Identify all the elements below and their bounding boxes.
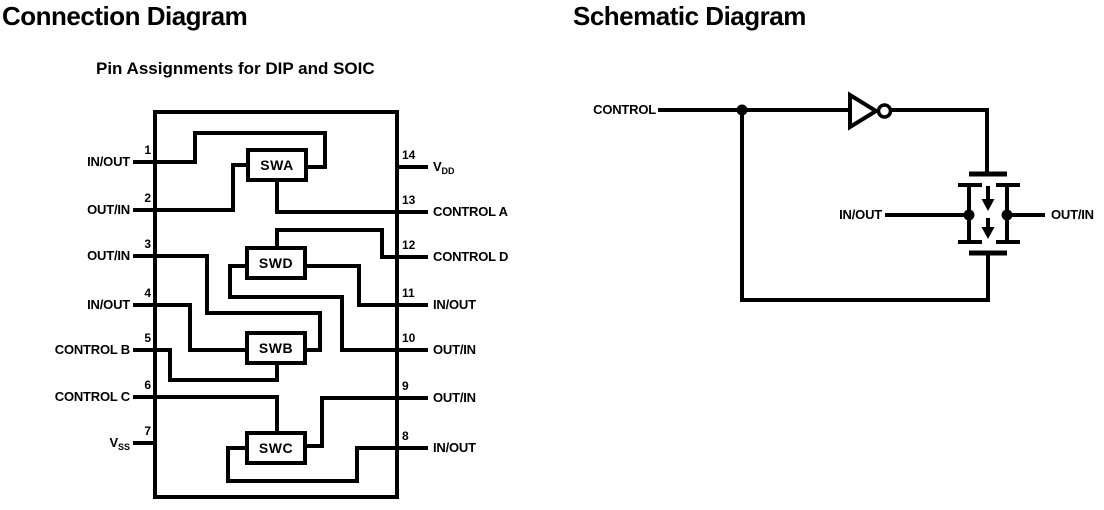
- wire-pin4-swb: [133, 303, 247, 352]
- pin-number-3: 3: [144, 237, 151, 251]
- pin-number-1: 1: [144, 143, 151, 157]
- pin-label-5: CONTROL B: [54, 342, 130, 357]
- pin-label-2: OUT/IN: [87, 202, 130, 217]
- wire-swd-pin10: [228, 264, 428, 352]
- switch-label-swc: SWC: [258, 440, 294, 456]
- wire-control-bottom-gate: [740, 110, 990, 302]
- switch-box-swb: [245, 331, 307, 365]
- junction-dot: [736, 104, 748, 116]
- wire-inverter-top-gate: [890, 108, 989, 172]
- pin-label-10: OUT/IN: [433, 342, 476, 357]
- wire-swd-pin11: [305, 264, 428, 307]
- switch-box-swc: [245, 431, 307, 465]
- pin-label-8: IN/OUT: [433, 440, 476, 455]
- pin-label-7: VSS: [109, 435, 131, 452]
- schematic-control-label: CONTROL: [593, 102, 656, 117]
- schematic-diagram: [658, 91, 1045, 302]
- pin-number-7: 7: [144, 424, 151, 438]
- pin-label-13: CONTROL A: [433, 204, 508, 219]
- schematic-out-in-label: OUT/IN: [1051, 207, 1094, 222]
- pin-number-13: 13: [402, 193, 416, 207]
- switch-box-swa: [246, 148, 308, 182]
- ic-body-outline: [153, 110, 399, 499]
- arrow-down-icon: [981, 199, 995, 211]
- wire-pin1-swa: [133, 131, 327, 169]
- inverter-bubble: [876, 103, 893, 119]
- wire-pin2-swa: [133, 163, 248, 212]
- pin-label-11: IN/OUT: [433, 297, 476, 312]
- connection-diagram: [133, 110, 428, 499]
- switch-box-swd: [245, 246, 307, 280]
- schematic-diagram-title: Schematic Diagram: [573, 1, 806, 31]
- arrow-down-icon: [981, 227, 995, 239]
- pin-label-6: CONTROL C: [54, 389, 130, 404]
- pin-number-14: 14: [402, 148, 416, 162]
- inverter-triangle: [848, 91, 880, 131]
- wire-pin8-swc: [226, 446, 428, 483]
- pin-number-2: 2: [144, 191, 151, 205]
- pin-number-12: 12: [402, 238, 416, 252]
- wire-pin3-swb: [133, 254, 322, 352]
- pin-label-12: CONTROL D: [433, 249, 509, 264]
- wire-swc-pin9: [303, 396, 428, 448]
- switch-label-swa: SWA: [260, 157, 294, 173]
- switch-label-swd: SWD: [258, 255, 294, 271]
- wire-swa-pin13: [275, 180, 428, 214]
- wire-pin5-swb: [133, 348, 279, 382]
- pin-number-11: 11: [402, 286, 415, 300]
- junction-dot: [963, 209, 975, 221]
- pin-number-6: 6: [144, 378, 151, 392]
- pin-label-9: OUT/IN: [433, 390, 476, 405]
- switch-label-swb: SWB: [258, 340, 294, 356]
- pin-number-9: 9: [402, 379, 409, 393]
- schematic-in-out-label: IN/OUT: [839, 207, 882, 222]
- pin-assignments-subtitle: Pin Assignments for DIP and SOIC: [96, 59, 375, 78]
- pin-label-1: IN/OUT: [87, 154, 130, 169]
- wire-pin6-swc: [133, 395, 279, 433]
- pin-label-4: IN/OUT: [87, 297, 130, 312]
- pin-number-10: 10: [402, 331, 416, 345]
- junction-dot: [1001, 209, 1013, 221]
- inverter-icon: [848, 91, 893, 131]
- connection-diagram-title: Connection Diagram: [2, 1, 248, 31]
- pin-label-14: VDD: [433, 159, 455, 176]
- pin-label-3: OUT/IN: [87, 248, 130, 263]
- pin-number-5: 5: [144, 331, 151, 345]
- pin-number-8: 8: [402, 429, 409, 443]
- pin-number-4: 4: [144, 286, 151, 300]
